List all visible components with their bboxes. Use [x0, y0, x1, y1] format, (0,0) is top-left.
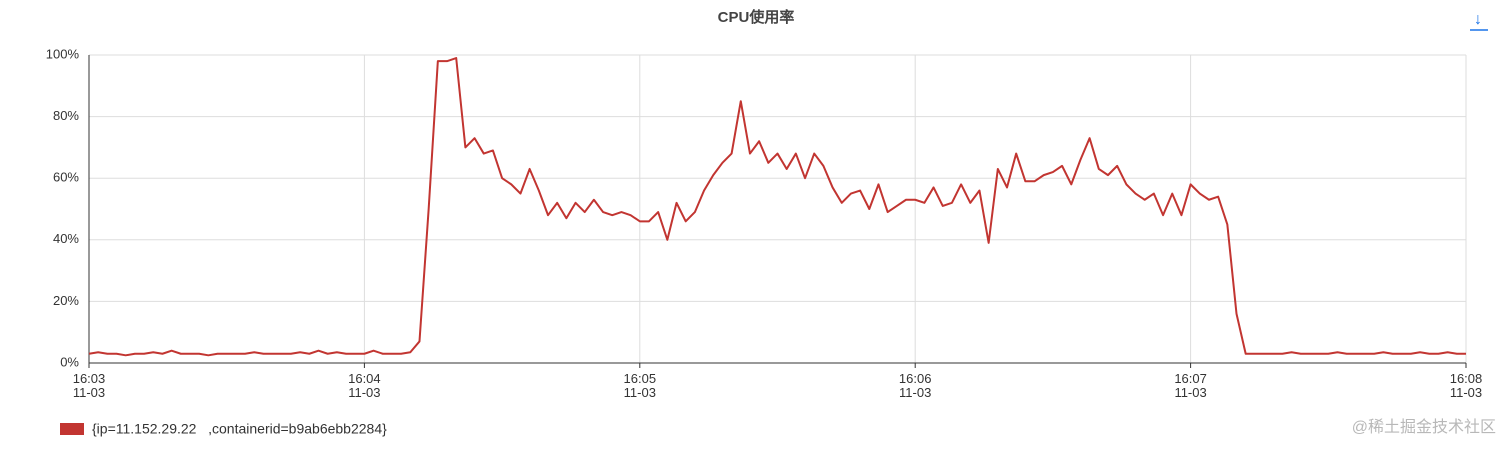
download-button[interactable]: ↓: [1474, 11, 1482, 28]
y-tick-label: 0%: [60, 354, 79, 369]
watermark: @稀土掘金技术社区: [1352, 418, 1496, 436]
x-tick-label: 16:07 11-03: [1174, 371, 1207, 400]
x-tick-label: 16:06 11-03: [898, 371, 932, 400]
y-tick-label: 40%: [53, 231, 79, 246]
y-tick-label: 100%: [46, 46, 80, 61]
x-tick-label: 16:04 11-03: [348, 371, 381, 400]
chart-title: CPU使用率: [718, 8, 795, 26]
x-tick-label: 16:05 11-03: [623, 371, 657, 400]
legend-swatch: [60, 423, 84, 435]
x-tick-label: 16:08 11-03: [1449, 371, 1483, 400]
legend-label: {ip=11.152.29.22 ,containerid=b9ab6ebb22…: [92, 421, 387, 437]
x-tick-label: 16:03 11-03: [72, 371, 106, 400]
y-tick-label: 20%: [53, 293, 79, 308]
y-tick-label: 80%: [53, 108, 79, 123]
series-line: [88, 57, 1466, 357]
y-tick-label: 60%: [53, 170, 79, 185]
